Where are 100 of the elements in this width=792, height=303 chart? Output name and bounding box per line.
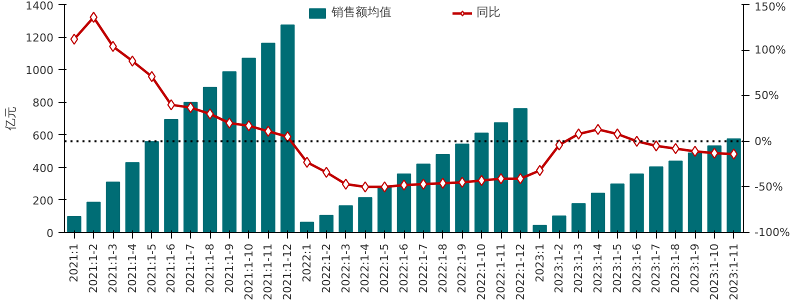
point	[264, 126, 272, 137]
bar	[338, 205, 353, 232]
bar	[300, 222, 314, 232]
x-tick-label: 2021:1-3	[106, 243, 120, 294]
bar	[474, 132, 489, 232]
bar	[202, 86, 218, 232]
point	[225, 117, 234, 129]
x-tick-label: 2021:1-5	[145, 243, 158, 294]
x-tick-label: 2023:1-3	[572, 243, 586, 294]
point	[186, 102, 195, 114]
bar	[106, 182, 120, 232]
x-tick-label: 2022:1-8	[436, 243, 450, 294]
bar	[416, 164, 430, 232]
point	[342, 178, 350, 190]
x-tick-label: 2023:1-5	[610, 243, 624, 294]
bar	[630, 174, 644, 232]
point	[380, 181, 389, 192]
legend-label: 同比	[476, 4, 500, 21]
bar	[396, 174, 412, 232]
x-tick-label: 2022:1-12	[514, 243, 527, 300]
point	[128, 55, 136, 67]
x-tick-label: 2021:1-9	[222, 243, 236, 294]
y-axis-title: 亿元	[4, 106, 18, 132]
bar	[125, 162, 140, 232]
y2-tick-label: 50%	[754, 89, 779, 102]
bar	[86, 202, 101, 232]
bar	[455, 144, 470, 232]
x-tick-label: 2021:1	[68, 243, 81, 282]
bar	[572, 203, 586, 232]
y-tick-label: 600	[32, 129, 54, 142]
bar	[222, 71, 236, 232]
bar	[319, 214, 334, 232]
point	[148, 70, 156, 82]
x-tick-label: 2021:1-11	[262, 243, 275, 300]
y-tick-label: 200	[32, 194, 54, 208]
point	[652, 140, 660, 152]
bar	[668, 160, 683, 232]
bar	[358, 197, 372, 232]
x-tick-label: 2022:1-5	[378, 243, 392, 294]
y2-tick-label: -100%	[754, 226, 790, 239]
bar	[242, 58, 256, 232]
point	[516, 173, 524, 184]
point	[70, 34, 78, 45]
point	[438, 178, 447, 189]
bar	[164, 118, 178, 232]
x-tick-label: 2022:1-4	[358, 243, 372, 294]
y-tick-label: 1200	[26, 32, 54, 45]
x-tick-label: 2023:1-4	[592, 243, 604, 294]
x-tick-label: 2023:1-6	[630, 243, 644, 294]
point	[710, 148, 718, 159]
bar	[688, 152, 702, 232]
x-tick-label: 2023:1-7	[650, 243, 663, 294]
bar	[590, 192, 606, 232]
point	[613, 128, 622, 140]
x-tick-label: 2021:1-7	[184, 243, 198, 294]
bar	[378, 186, 392, 232]
point	[672, 142, 680, 154]
point	[244, 120, 253, 132]
legend-label: 销售额均值	[332, 4, 392, 21]
point	[322, 166, 330, 178]
x-tick-label: 2023:1	[533, 243, 546, 282]
y-tick-label: 1400	[26, 0, 54, 12]
y2-tick-label: 150%	[754, 0, 786, 14]
x-tick-label: 2023:1-8	[669, 243, 682, 294]
bar	[513, 108, 528, 232]
x-tick-label: 2023:1-11	[727, 243, 740, 300]
bar	[144, 141, 159, 232]
y-tick-label: 400	[32, 162, 54, 175]
bar	[436, 154, 450, 232]
x-tick-label: 2021:1-2	[87, 243, 100, 294]
y-tick-label: 800	[32, 96, 54, 110]
x-tick-label: 2022:1	[300, 243, 314, 282]
bar	[280, 24, 295, 232]
x-tick-label: 2022:1-10	[475, 243, 488, 300]
bar	[494, 122, 508, 232]
x-tick-label: 2021:1-12	[281, 243, 294, 300]
point	[284, 131, 292, 142]
point	[730, 148, 738, 160]
x-tick-label: 2022:1-7	[416, 243, 430, 294]
x-tick-label: 2021:1-4	[126, 243, 139, 294]
y-tick-label: 0	[46, 227, 54, 240]
point	[458, 176, 466, 188]
x-tick-label: 2022:1-2	[320, 243, 333, 294]
y-tick-label: 1000	[26, 64, 54, 78]
bar	[707, 145, 722, 232]
x-tick-label: 2021:1-10	[242, 243, 256, 300]
bar	[552, 216, 566, 232]
point	[90, 12, 98, 23]
x-tick-label: 2023:1-2	[552, 243, 566, 294]
bar	[67, 216, 82, 232]
point	[419, 178, 428, 190]
x-tick-label: 2022:1-9	[456, 243, 469, 294]
point	[536, 164, 544, 176]
x-tick-label: 2022:1-11	[494, 243, 508, 300]
bar	[184, 102, 198, 232]
x-tick-label: 2023:1-10	[708, 243, 721, 300]
x-tick-label: 2021:1-8	[204, 243, 216, 294]
x-tick-label: 2022:1-3	[339, 243, 352, 294]
bar	[610, 183, 624, 232]
point	[555, 139, 564, 151]
